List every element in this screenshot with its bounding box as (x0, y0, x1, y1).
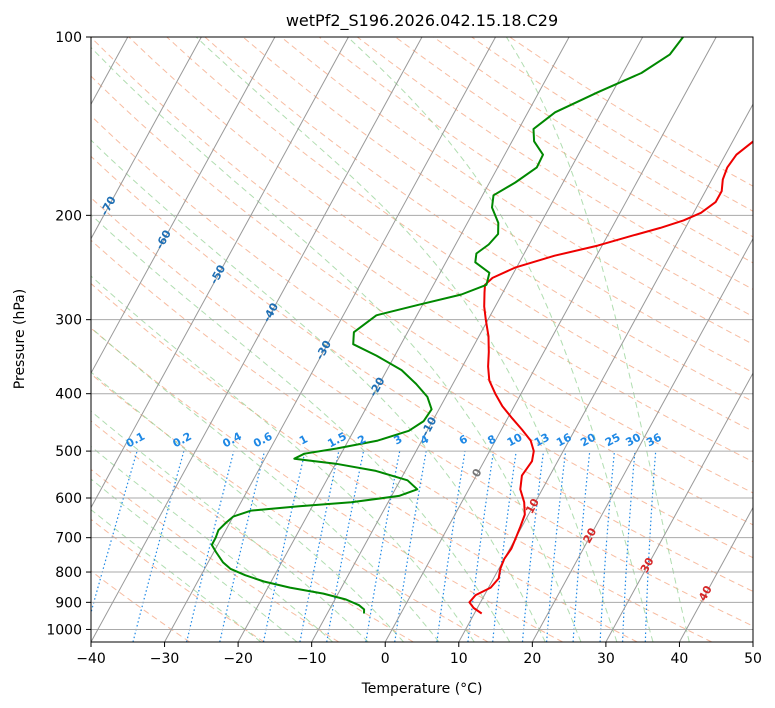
dry-adiabat (356, 37, 753, 290)
moist-adiabat (91, 371, 404, 642)
isobar-gridlines (91, 37, 753, 630)
dry-adiabat (91, 518, 265, 642)
moist-adiabat (91, 445, 334, 642)
mixing-ratio-line (91, 450, 138, 615)
x-tick-label: 30 (597, 651, 615, 667)
dry-adiabat (91, 468, 340, 642)
dry-adiabat (91, 239, 713, 642)
dry-adiabat (91, 155, 753, 592)
isotherm--10 (311, 37, 644, 642)
isotherm--50 (91, 37, 349, 509)
moist-adiabat (505, 37, 690, 642)
y-axis-label: Pressure (hPa) (12, 289, 28, 389)
mixing-ratio-line (546, 451, 567, 642)
isotherm--40 (91, 37, 423, 642)
y-tick-label: 500 (55, 444, 82, 460)
x-tick-label: −30 (150, 651, 180, 667)
mixing-ratio-label: 30 (623, 431, 643, 450)
y-tick-label: 200 (55, 208, 82, 224)
mixing-ratio-line (436, 451, 466, 642)
dry-adiabat (91, 75, 753, 526)
mixing-ratio-line (467, 451, 495, 642)
isotherm-30 (605, 372, 753, 642)
dry-adiabat (91, 197, 753, 627)
mixing-ratio-label: 36 (644, 431, 664, 450)
mixing-ratio-label: 20 (578, 431, 598, 450)
mixing-ratio-line (572, 451, 591, 642)
x-tick-label: 0 (381, 651, 390, 667)
y-tick-label: 700 (55, 531, 82, 547)
moist-adiabat (347, 37, 654, 642)
dry-adiabat (91, 327, 563, 642)
mixing-ratio-line (492, 451, 517, 642)
dry-adiabat (204, 37, 753, 403)
moist-adiabat (91, 275, 475, 642)
isotherm--70 (91, 37, 202, 240)
isotherm-40 (679, 506, 753, 642)
x-tick-label: 50 (744, 651, 762, 667)
mixing-ratio-line (219, 450, 266, 642)
x-axis-label: Temperature (°C) (361, 681, 483, 697)
y-tick-label: 300 (55, 313, 82, 329)
temperature-profile-line (468, 140, 753, 615)
moist-adiabat (91, 410, 369, 642)
profile-lines (210, 37, 753, 615)
y-axis-ticks: 100 200 300 400 500 600 700 800 900 1000 (46, 30, 91, 638)
plot-frame (90, 36, 754, 643)
dry-adiabat (242, 37, 753, 374)
mixing-ratio-label: 10 (505, 431, 525, 450)
dewpoint-profile-line (210, 37, 684, 614)
isotherm-gridlines (91, 37, 753, 642)
isotherm--60 (91, 37, 276, 375)
x-tick-label: 40 (671, 651, 689, 667)
dry-adiabat (91, 570, 190, 642)
mixing-ratio-line (521, 451, 545, 642)
mixing-ratio-label: 25 (603, 431, 623, 450)
isotherm-20 (531, 237, 753, 642)
x-axis-ticks: −40 −30 −20 −10 0 10 20 30 40 50 (76, 642, 762, 667)
x-tick-label: 10 (450, 651, 468, 667)
moist-adiabat (91, 326, 440, 642)
mixing-ratio-label: 13 (532, 431, 552, 450)
moist-adiabat (91, 139, 546, 642)
x-tick-label: −10 (297, 651, 327, 667)
mixing-ratio-label: 16 (554, 431, 574, 450)
chart-title: wetPf2_S196.2026.042.15.18.C29 (286, 11, 558, 31)
y-tick-label: 100 (55, 30, 82, 46)
mixing-ratio-line (262, 450, 306, 642)
mixing-ratio-line (186, 450, 235, 642)
moist-adiabat (195, 37, 618, 642)
isotherm--30 (164, 37, 496, 642)
y-tick-label: 800 (55, 565, 82, 581)
dry-adiabat (91, 373, 489, 642)
dry-adiabat (91, 282, 638, 642)
moist-adiabat (91, 213, 511, 642)
moist-adiabat (91, 46, 582, 642)
y-tick-label: 600 (55, 491, 82, 507)
x-tick-label: 20 (523, 651, 541, 667)
y-tick-label: 400 (55, 387, 82, 403)
isotherm-0 (384, 37, 717, 642)
y-tick-label: 1000 (46, 622, 82, 638)
isotherm--20 (237, 37, 570, 642)
moist-adiabats (91, 37, 690, 642)
y-tick-label: 900 (55, 595, 82, 611)
x-tick-label: −40 (76, 651, 106, 667)
x-tick-label: −20 (223, 651, 253, 667)
mixing-ratio-lines (91, 450, 657, 642)
